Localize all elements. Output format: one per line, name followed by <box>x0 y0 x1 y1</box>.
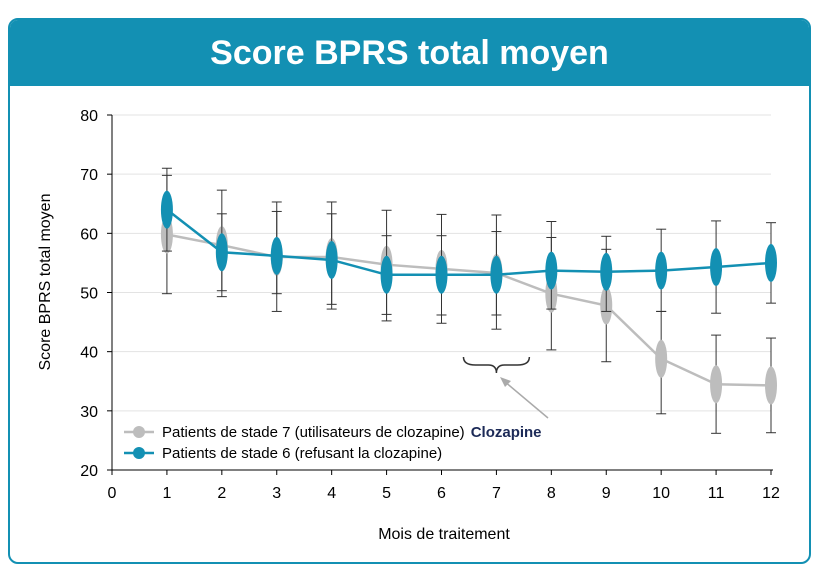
annotation-arrowhead <box>500 377 511 387</box>
series-2-point <box>710 248 723 287</box>
series-2-point <box>325 240 338 279</box>
y-tick-label-80: 80 <box>80 108 98 125</box>
chart-title: Score BPRS total moyen <box>10 20 809 86</box>
series-1 <box>160 174 777 434</box>
y-axis-label: Score BPRS total moyen <box>37 194 54 371</box>
annotation-brace <box>462 356 531 374</box>
series-2-point <box>600 252 613 291</box>
x-tick-label-4: 4 <box>327 485 336 502</box>
x-tick-label-10: 10 <box>652 485 670 502</box>
chart-frame: Score BPRS total moyen <box>8 18 811 564</box>
series-2 <box>160 167 777 316</box>
series-2-point <box>160 190 173 229</box>
series-1-point <box>655 339 668 378</box>
series-2-point <box>765 243 777 282</box>
series-2-point <box>490 255 503 294</box>
annotation-arrow-line <box>503 380 549 419</box>
x-axis-label: Mois de traitement <box>378 526 510 543</box>
x-tick-label-7: 7 <box>492 485 501 502</box>
legend-swatch-marker-2 <box>133 447 145 459</box>
legend-swatch-marker-1 <box>133 426 145 438</box>
series-2-point <box>655 251 668 290</box>
x-tick-label-12: 12 <box>762 485 780 502</box>
legend-label-1: Patients de stade 7 (utilisateurs de clo… <box>162 424 465 441</box>
series-1-point <box>710 365 723 404</box>
legend-label-2: Patients de stade 6 (refusant la clozapi… <box>162 445 442 462</box>
x-tick-label-5: 5 <box>382 485 391 502</box>
x-tick-label-3: 3 <box>272 485 281 502</box>
x-tick-label-2: 2 <box>217 485 226 502</box>
x-tick-label-1: 1 <box>162 485 171 502</box>
x-tick-label-6: 6 <box>437 485 446 502</box>
series-1-line <box>166 233 772 387</box>
x-tick-label-8: 8 <box>547 485 556 502</box>
y-tick-label-40: 40 <box>80 345 98 362</box>
y-tick-label-70: 70 <box>80 167 98 184</box>
series-2-line <box>166 208 772 276</box>
y-tick-label-20: 20 <box>80 463 98 480</box>
x-tick-label-9: 9 <box>602 485 611 502</box>
annotation-label: Clozapine <box>471 424 542 441</box>
y-tick-label-60: 60 <box>80 226 98 243</box>
series-1-point <box>765 366 777 405</box>
series-2-point <box>270 236 283 275</box>
y-tick-label-30: 30 <box>80 404 98 421</box>
series-2-point <box>545 251 558 290</box>
x-tick-label-11: 11 <box>708 485 725 502</box>
series-2-point <box>380 255 393 294</box>
y-tick-label-50: 50 <box>80 286 98 303</box>
series-2-point <box>435 255 448 294</box>
series-2-point <box>215 233 228 272</box>
x-tick-label-0: 0 <box>108 485 117 502</box>
